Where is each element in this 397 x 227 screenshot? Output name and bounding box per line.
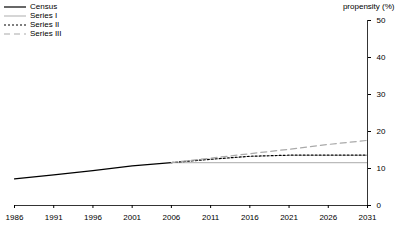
- svg-text:20: 20: [377, 127, 386, 136]
- html-text:Series I: Series I: [30, 11, 58, 20]
- svg-text:30: 30: [377, 90, 386, 99]
- svg-text:1986: 1986: [6, 213, 24, 222]
- html-text:Series II: Series II: [30, 20, 60, 29]
- svg-text:2006: 2006: [162, 213, 180, 222]
- svg-text:0: 0: [377, 201, 382, 210]
- svg-text:2031: 2031: [359, 213, 377, 222]
- svg-text:1996: 1996: [84, 213, 102, 222]
- svg-text:2016: 2016: [241, 213, 259, 222]
- svg-text:2001: 2001: [123, 213, 141, 222]
- svg-text:1991: 1991: [45, 213, 63, 222]
- svg-text:50: 50: [377, 16, 386, 25]
- svg-text:2026: 2026: [319, 213, 337, 222]
- svg-text:propensity (%): propensity (%): [343, 2, 395, 11]
- svg-text:40: 40: [377, 53, 386, 62]
- svg-text:2011: 2011: [202, 213, 220, 222]
- svg-text:2021: 2021: [280, 213, 298, 222]
- html-text:Series III: Series III: [30, 29, 62, 38]
- html-text:Census: Census: [30, 2, 58, 11]
- svg-text:10: 10: [377, 164, 386, 173]
